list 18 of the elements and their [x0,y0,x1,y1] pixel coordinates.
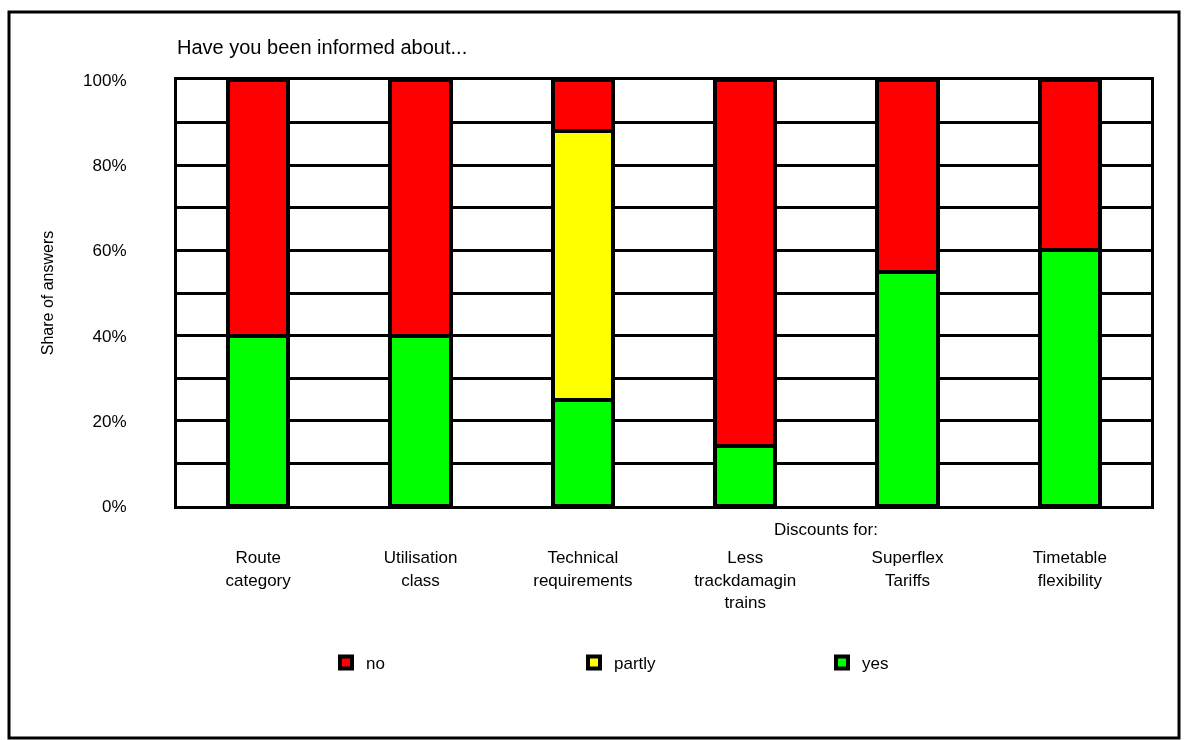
text: Discounts for: [774,520,878,539]
y-tick-label: 40% [92,326,127,346]
x-tick-label: Route category [225,548,292,590]
legend-label: no [366,654,385,674]
x-tick-label: Less trackdamagin trains [694,548,797,612]
y-tick-label: 20% [92,411,127,431]
x-tick-label: Utilisation class [383,548,458,590]
chart-title: Have you been informed about... [177,36,468,58]
x-tick-label: Technical requirements [533,548,633,590]
y-axis-title: Share of answers [39,230,57,356]
x-tick-label: Superflex Tariffs [871,548,944,590]
y-tick-label: 60% [92,241,127,261]
legend-label: yes [862,654,889,674]
y-tick-label: 100% [83,70,127,90]
y-tick-label: 0% [102,496,127,516]
x-tick-label: Timetable flexibility [1032,548,1107,590]
legend-label: partly [614,654,657,674]
y-tick-label: 80% [92,156,127,176]
